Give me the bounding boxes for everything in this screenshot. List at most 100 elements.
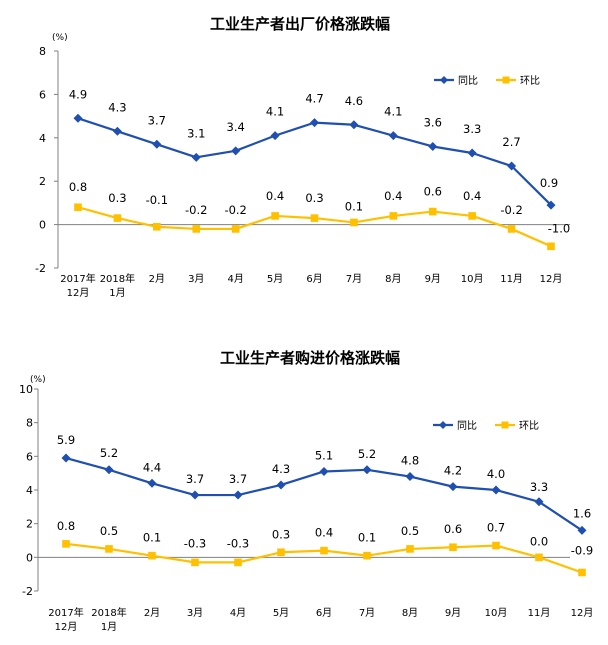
data-point xyxy=(191,152,201,162)
x-tick-label: 2月 xyxy=(144,607,160,619)
data-label: 4.8 xyxy=(401,454,419,468)
data-label: 4.3 xyxy=(272,462,290,476)
y-tick-label: 0 xyxy=(26,551,33,564)
data-label: 4.1 xyxy=(266,105,284,119)
data-point xyxy=(310,118,319,128)
data-label: 5.1 xyxy=(315,448,333,462)
y-tick-label: 2 xyxy=(26,518,33,531)
data-label: 0.1 xyxy=(358,531,376,545)
data-label: -0.3 xyxy=(227,536,249,550)
data-label: 4.9 xyxy=(69,87,87,101)
data-label: 0.4 xyxy=(384,189,402,203)
data-label: 2.7 xyxy=(502,135,520,149)
y-tick-label: 4 xyxy=(26,484,33,497)
x-tick-label: 8月 xyxy=(402,607,418,619)
x-tick-label: 5月 xyxy=(267,273,283,285)
chart-title: 工业生产者购进价格涨跌幅 xyxy=(220,349,400,367)
data-label: 3.4 xyxy=(227,120,245,134)
x-tick-label: 8月 xyxy=(385,273,401,285)
data-label: 0.3 xyxy=(272,527,290,541)
x-tick-label: 2017年 12月 xyxy=(48,606,83,633)
legend-label: 环比 xyxy=(520,75,540,87)
data-label: 5.9 xyxy=(57,433,75,447)
data-label: 0.7 xyxy=(487,521,505,535)
data-label: 3.7 xyxy=(229,472,247,486)
legend-marker xyxy=(501,421,509,429)
data-point xyxy=(388,131,398,141)
data-label: 3.7 xyxy=(186,472,204,486)
data-point xyxy=(271,212,279,220)
data-label: 4.3 xyxy=(108,100,126,114)
data-label: 4.0 xyxy=(487,467,505,481)
data-point xyxy=(319,466,329,476)
y-tick-label: 6 xyxy=(39,88,46,101)
data-label: 0.5 xyxy=(401,524,419,538)
data-point xyxy=(152,139,162,149)
data-point xyxy=(362,465,372,475)
data-point xyxy=(112,126,122,136)
y-tick-label: 6 xyxy=(26,450,33,463)
x-tick-label: 5月 xyxy=(273,607,289,619)
legend-marker xyxy=(502,76,510,84)
data-point xyxy=(277,548,285,557)
data-point xyxy=(190,490,200,500)
data-point xyxy=(73,113,83,123)
x-tick-label: 9月 xyxy=(425,273,441,285)
x-tick-label: 11月 xyxy=(500,273,523,285)
data-point xyxy=(231,146,241,156)
data-point xyxy=(192,225,201,233)
data-label: 0.4 xyxy=(266,189,284,203)
x-tick-label: 9月 xyxy=(445,607,461,619)
data-point xyxy=(507,161,517,171)
data-label: -0.9 xyxy=(571,543,593,557)
data-label: -1.0 xyxy=(548,221,570,235)
data-point xyxy=(147,478,157,488)
data-point xyxy=(547,242,555,251)
x-tick-label: 4月 xyxy=(230,607,246,619)
data-label: 4.2 xyxy=(444,464,462,478)
data-label: 0.6 xyxy=(424,185,442,199)
data-point xyxy=(577,525,587,535)
data-label: 3.1 xyxy=(187,126,205,140)
data-label: -0.2 xyxy=(185,203,207,217)
x-tick-label: 2月 xyxy=(149,273,165,285)
data-point xyxy=(349,120,359,130)
x-tick-label: 6月 xyxy=(306,273,322,285)
data-label: 5.2 xyxy=(100,446,118,460)
data-point xyxy=(113,214,122,222)
x-tick-label: 6月 xyxy=(316,607,332,619)
data-point xyxy=(468,212,476,220)
y-axis-unit: (%) xyxy=(30,375,46,385)
legend-marker xyxy=(440,76,448,84)
legend-label: 同比 xyxy=(458,75,478,87)
data-label: 3.6 xyxy=(424,115,442,129)
data-label: 3.3 xyxy=(463,122,481,136)
data-point xyxy=(320,546,328,555)
data-point xyxy=(191,558,199,567)
data-label: 0.3 xyxy=(108,191,126,205)
x-tick-label: 11月 xyxy=(528,607,551,619)
data-label: 0.4 xyxy=(463,189,481,203)
data-point xyxy=(74,203,82,212)
x-tick-label: 7月 xyxy=(346,273,362,285)
data-point xyxy=(467,148,477,158)
data-point xyxy=(104,465,114,475)
x-tick-label: 2018年 1月 xyxy=(100,272,135,299)
data-point xyxy=(535,553,543,562)
data-point xyxy=(276,480,286,490)
data-point xyxy=(233,490,243,500)
data-point xyxy=(310,214,319,222)
data-label: 5.2 xyxy=(358,447,376,461)
data-point xyxy=(350,218,358,227)
data-point xyxy=(534,497,544,507)
data-point xyxy=(492,541,500,550)
x-tick-label: 7月 xyxy=(359,607,375,619)
data-label: 0.3 xyxy=(305,191,323,205)
data-point xyxy=(105,545,113,553)
legend-label: 同比 xyxy=(457,420,477,432)
data-label: 3.7 xyxy=(148,113,166,127)
x-tick-label: 12月 xyxy=(571,607,594,619)
data-label: 4.1 xyxy=(384,105,402,119)
